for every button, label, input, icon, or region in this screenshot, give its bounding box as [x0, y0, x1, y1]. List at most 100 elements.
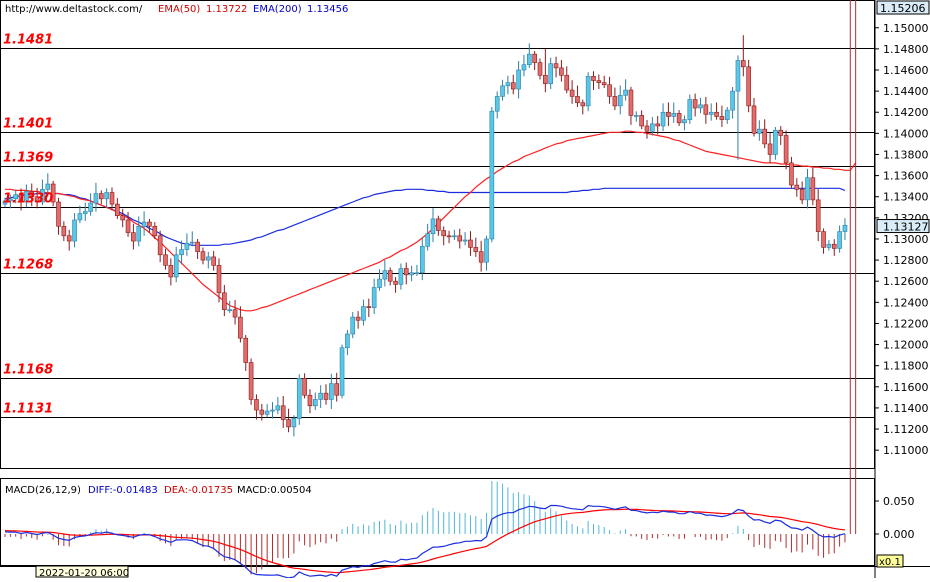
candle-body: [147, 221, 152, 227]
candle-body: [414, 272, 420, 275]
candle-body: [746, 66, 751, 107]
candle-body: [345, 333, 350, 349]
candle-body: [243, 337, 249, 363]
candle-body: [789, 162, 794, 186]
candle-body: [633, 115, 639, 117]
candle-body: [425, 233, 430, 247]
candle-body: [387, 270, 393, 282]
candle-body: [222, 292, 227, 311]
candle-body: [403, 268, 409, 276]
macd-title: MACD(26,12,9): [5, 485, 81, 496]
candle-body: [799, 189, 805, 201]
candle-body: [409, 272, 414, 276]
candle-body: [104, 192, 109, 200]
macd-diff-line: [4, 504, 846, 579]
ema200-legend-value: 1.13456: [307, 4, 348, 15]
candle-body: [8, 198, 13, 202]
candle-body: [730, 90, 735, 111]
candle-body: [724, 109, 730, 120]
candle-body: [559, 67, 564, 76]
candle-body: [296, 378, 302, 419]
candle-body: [441, 230, 447, 237]
price-tick-label: 1.14200: [883, 106, 929, 119]
current-price-box: [876, 219, 930, 234]
candle-body: [767, 143, 773, 155]
candle-body: [762, 128, 768, 145]
price-tick-label: 1.15000: [883, 22, 929, 35]
candle-body: [585, 76, 591, 107]
candle-body: [61, 225, 67, 237]
candle-body: [543, 74, 548, 85]
price-tick-label: 1.13400: [883, 191, 929, 204]
candle-body: [93, 193, 99, 204]
candle-body: [601, 82, 607, 86]
time-label: 2022-01-20 06:00: [39, 568, 129, 578]
candle-body: [575, 96, 580, 104]
candle-body: [698, 104, 703, 109]
candle-body: [708, 111, 714, 115]
candle-body: [521, 64, 527, 71]
candle-body: [45, 183, 51, 190]
price-tick-label: 1.12400: [883, 296, 929, 309]
candle-body: [612, 96, 618, 107]
candle-body: [2, 200, 8, 205]
candle-body: [163, 254, 168, 266]
candle-body: [436, 218, 441, 231]
candle-body: [591, 76, 596, 81]
candle-body: [72, 219, 77, 242]
candle-body: [248, 362, 254, 400]
candle-body: [141, 221, 147, 227]
candle-body: [617, 95, 623, 107]
price-tick-label: 1.14600: [883, 64, 929, 77]
candle-body: [650, 123, 655, 132]
candle-body: [703, 104, 709, 115]
candle-body: [484, 238, 489, 263]
candle-body: [676, 112, 682, 124]
candle-body: [671, 112, 677, 117]
candle-body: [714, 111, 719, 117]
level-label: 1.1330: [3, 192, 53, 207]
candle-body: [794, 184, 800, 190]
level-label: 1.1131: [3, 402, 53, 417]
candle-body: [77, 213, 83, 221]
candle-body: [682, 119, 687, 124]
candle-body: [34, 196, 40, 203]
candle-body: [24, 191, 29, 203]
candle-body: [526, 53, 532, 66]
candle-body: [719, 116, 725, 120]
candle-body: [826, 243, 832, 248]
candle-body: [56, 201, 61, 227]
candle-body: [200, 251, 206, 261]
macd-pane-frame: [0, 478, 875, 566]
candle-body: [692, 99, 698, 109]
site-url[interactable]: http://www.deltastock.com/: [5, 4, 143, 15]
price-tick-label: 1.13000: [883, 233, 929, 246]
candle-body: [323, 392, 329, 400]
candle-body: [136, 225, 142, 242]
candle-body: [462, 239, 468, 242]
candle-body: [468, 239, 473, 248]
candle-body: [757, 128, 762, 134]
zoom-label[interactable]: x0.1: [879, 557, 901, 568]
candle-body: [206, 256, 211, 261]
candle-body: [286, 419, 291, 428]
candle-body: [842, 224, 848, 232]
candle-body: [88, 202, 93, 212]
candle-body: [532, 53, 537, 63]
candle-body: [735, 60, 741, 92]
candle-body: [82, 211, 88, 214]
candle-body: [569, 89, 575, 97]
candle-body: [216, 265, 222, 294]
candle-body: [548, 63, 554, 85]
candle-body: [312, 399, 318, 407]
ema50-legend-value: 1.13722: [206, 4, 247, 15]
candle-body: [553, 63, 559, 69]
candle-body: [510, 82, 516, 90]
candle-body: [355, 316, 361, 321]
candle-body: [238, 316, 243, 339]
candle-body: [361, 306, 366, 321]
zoom-badge[interactable]: [876, 554, 904, 568]
level-label: 1.1401: [3, 117, 53, 132]
candle-body: [179, 249, 184, 256]
